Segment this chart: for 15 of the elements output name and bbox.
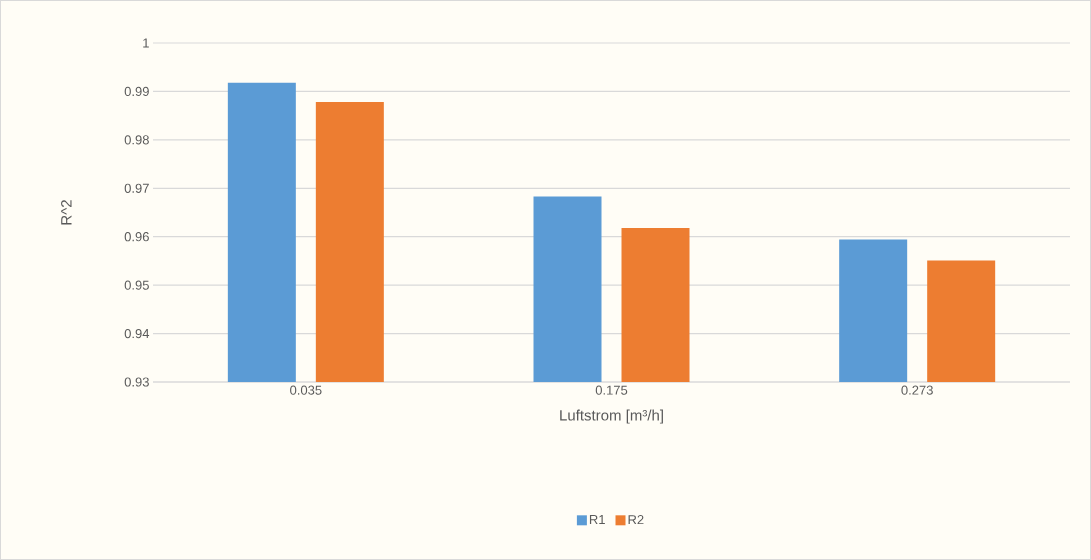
y-tick-label: 0.95	[124, 280, 149, 290]
y-tick-label: 0.98	[124, 135, 149, 145]
x-tick-label: 0.273	[901, 385, 933, 395]
y-tick-label: 0.94	[124, 328, 150, 339]
x-tick-label: 0.035	[290, 385, 322, 395]
x-tick-label: 0.175	[595, 385, 628, 395]
legend-label: R1	[589, 515, 605, 525]
y-axis-title: R^2	[61, 200, 72, 225]
y-tick-label: 1	[143, 38, 149, 48]
legend-label: R2	[628, 515, 644, 525]
x-axis-title: Luftstrom [m³/h]	[560, 409, 663, 424]
y-tick-label: 0.93	[124, 377, 149, 387]
y-tick-label: 0.97	[124, 183, 149, 193]
y-tick-label: 0.99	[124, 86, 149, 97]
y-tick-label: 0.96	[124, 232, 149, 242]
